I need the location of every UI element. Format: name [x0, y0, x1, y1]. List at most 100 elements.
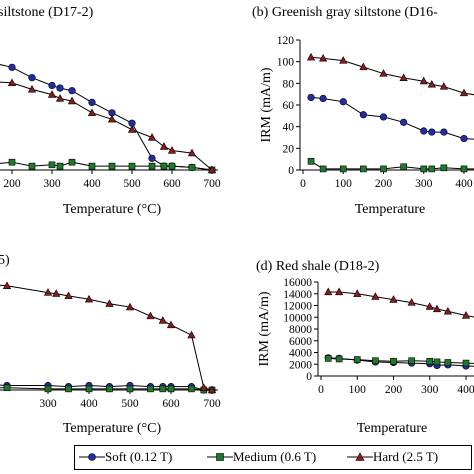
- data-point-hard: [2, 281, 12, 289]
- y-tick-label: 60: [283, 100, 295, 112]
- data-point-medium: [420, 165, 428, 173]
- y-tick-label: 8000: [289, 324, 312, 336]
- x-tick-label: 400: [457, 384, 474, 396]
- x-tick-label: 300: [421, 384, 439, 396]
- data-point-hard: [306, 52, 316, 61]
- x-tick-label: 600: [162, 398, 180, 410]
- data-point-hard: [324, 287, 333, 296]
- data-point-hard: [187, 330, 196, 339]
- data-point-soft: [28, 74, 36, 82]
- data-point-hard: [166, 320, 176, 329]
- data-point-hard: [379, 69, 388, 77]
- data-point-hard: [407, 298, 416, 306]
- data-point-medium: [428, 165, 436, 173]
- data-point-medium: [360, 165, 367, 173]
- data-point-soft: [307, 93, 315, 102]
- data-point-hard: [167, 146, 177, 154]
- legend: Soft (0.12 T) Medium (0.6 T) Hard (2.5 T…: [74, 445, 472, 470]
- data-point-medium: [56, 162, 64, 170]
- x-tick-label: 200: [385, 384, 403, 396]
- legend-label-medium: Medium (0.6 T): [233, 449, 317, 465]
- data-point-medium: [65, 385, 72, 393]
- x-tick-label: 500: [123, 178, 141, 190]
- data-point-hard: [207, 385, 217, 394]
- data-point-hard: [105, 299, 114, 307]
- data-point-medium: [440, 164, 448, 172]
- data-point-medium: [128, 162, 136, 170]
- data-point-medium: [3, 384, 11, 392]
- x-tick-label: 0: [318, 384, 324, 396]
- data-point-medium: [167, 385, 175, 393]
- data-point-hard: [459, 88, 469, 97]
- data-point-hard: [443, 306, 452, 315]
- data-point-hard: [187, 148, 197, 157]
- data-point-hard: [359, 62, 368, 71]
- y-tick-label: 0: [306, 371, 312, 383]
- data-point-hard: [319, 53, 328, 62]
- data-point-medium: [460, 165, 468, 173]
- data-point-medium: [168, 162, 176, 170]
- x-tick-label: 300: [415, 178, 433, 190]
- y-tick-label: 10000: [283, 312, 312, 324]
- data-point-soft: [359, 111, 367, 119]
- x-tick-label: 100: [349, 384, 367, 396]
- data-point-medium: [319, 165, 327, 173]
- data-point-soft: [339, 98, 347, 106]
- data-point-medium: [372, 357, 379, 365]
- data-point-soft: [48, 81, 56, 90]
- y-tick-label: 80: [283, 78, 295, 90]
- y-tick-label: 4000: [289, 348, 312, 360]
- y-tick-label: 100: [277, 57, 295, 69]
- data-point-medium: [433, 358, 441, 366]
- data-point-medium: [380, 165, 387, 173]
- data-point-medium: [126, 385, 134, 393]
- data-point-hard: [335, 287, 344, 296]
- data-point-soft: [319, 94, 327, 103]
- data-point-soft: [148, 154, 156, 162]
- data-point-medium: [28, 162, 36, 170]
- x-axis-label: Temperature: [357, 421, 428, 436]
- series-line-soft: [311, 96, 474, 140]
- data-point-medium: [339, 165, 347, 173]
- data-point-hard: [7, 78, 17, 86]
- data-point-hard: [27, 84, 37, 93]
- x-tick-label: 500: [121, 398, 139, 410]
- data-point-medium: [390, 358, 397, 365]
- data-point-hard: [461, 311, 471, 319]
- data-point-medium: [108, 162, 116, 170]
- panel-title: siltstone (D17-2): [0, 5, 94, 20]
- data-point-medium: [353, 356, 361, 363]
- data-point-hard: [432, 304, 442, 313]
- data-point-hard: [127, 125, 137, 133]
- x-tick-label: 300: [43, 178, 61, 190]
- data-point-soft: [428, 128, 436, 136]
- x-tick-label: 200: [375, 178, 393, 190]
- data-point-medium: [400, 163, 407, 171]
- legend-item-soft: Soft (0.12 T): [79, 448, 172, 465]
- data-point-medium: [444, 359, 452, 366]
- data-point-soft: [68, 87, 76, 95]
- panel-title: (b) Greenish gray siltstone (D16-: [252, 5, 438, 20]
- y-tick-label: 16000: [283, 277, 312, 289]
- y-tick-label: 0: [288, 165, 294, 177]
- data-point-soft: [88, 98, 96, 106]
- data-point-hard: [158, 316, 167, 324]
- data-point-medium: [160, 162, 168, 170]
- y-tick-label: 120: [277, 35, 295, 47]
- x-tick-label: 0: [300, 178, 306, 190]
- data-point-hard: [399, 73, 408, 82]
- series-line-hard: [328, 291, 474, 318]
- series-line-medium: [310, 160, 474, 170]
- data-point-medium: [462, 359, 470, 367]
- data-point-medium: [106, 385, 113, 393]
- series-line-hard: [0, 284, 213, 391]
- data-point-medium: [335, 355, 343, 363]
- x-tick-label: 400: [80, 398, 98, 410]
- data-point-hard: [55, 94, 65, 102]
- data-point-medium: [188, 164, 196, 171]
- y-tick-label: 40: [283, 122, 295, 134]
- data-point-hard: [425, 302, 434, 310]
- data-point-soft: [460, 134, 468, 143]
- data-point-hard: [47, 90, 57, 98]
